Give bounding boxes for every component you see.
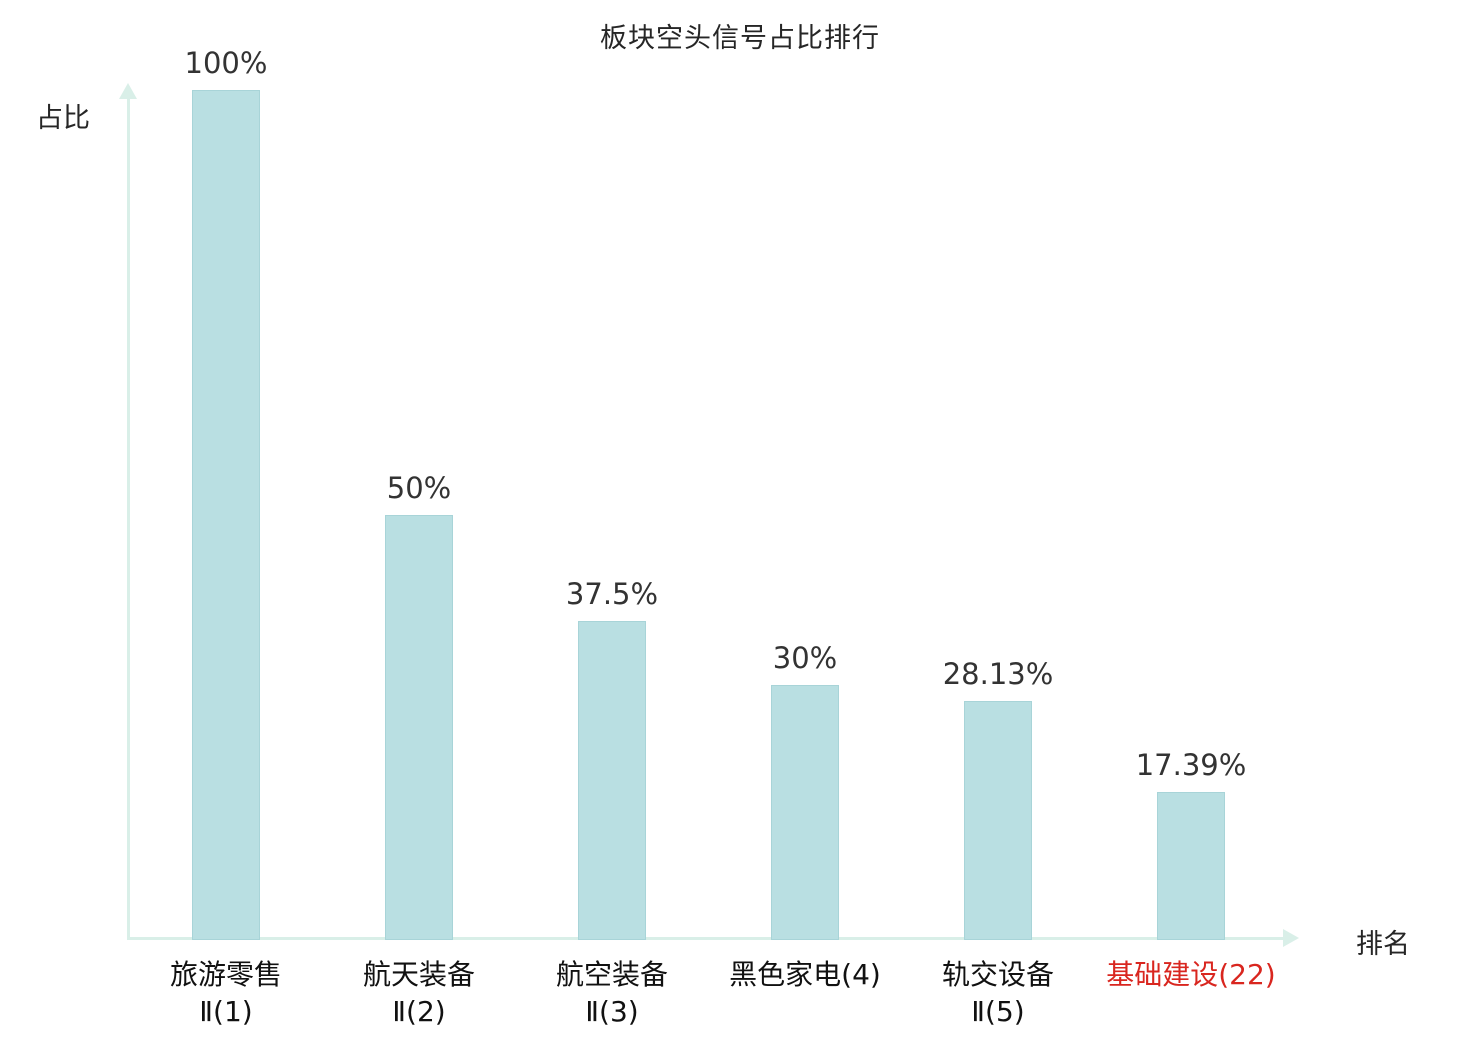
- bar-category-label: 轨交设备 Ⅱ(5): [941, 958, 1054, 1028]
- bar-category-label: 航天装备 Ⅱ(2): [362, 958, 475, 1028]
- bar-value-label: 50%: [386, 471, 452, 505]
- bar-value-label: 17.39%: [1135, 748, 1247, 782]
- bar-3: [578, 621, 646, 940]
- bar-value-label: 30%: [772, 641, 838, 675]
- bar-category-label: 旅游零售 Ⅱ(1): [169, 958, 282, 1028]
- bar-1: [192, 90, 260, 940]
- bar-value-label: 100%: [184, 46, 268, 80]
- chart-title: 板块空头信号占比排行: [600, 23, 880, 54]
- bar-value-label: 28.13%: [942, 657, 1054, 691]
- bar-category-label: 基础建设(22): [1106, 958, 1276, 991]
- bar-6: [1157, 792, 1225, 940]
- bar-4: [771, 685, 839, 940]
- y-axis-label: 占比: [36, 103, 90, 134]
- y-axis-line: [127, 98, 130, 940]
- bar-5: [964, 701, 1032, 940]
- plot-area: 100% 旅游零售 Ⅱ(1) 50% 航天装备 Ⅱ(2) 37.5% 航空装备 Ⅱ(3) 30% 黑…: [130, 46, 1300, 1028]
- x-axis-line: [127, 937, 1285, 940]
- bar-category-label: 黑色家电(4): [729, 958, 881, 991]
- x-axis-label: 排名: [1356, 929, 1410, 960]
- bar-value-label: 37.5%: [565, 577, 659, 611]
- y-axis-arrow-icon: [119, 83, 137, 99]
- bar-2: [385, 515, 453, 940]
- x-axis-arrow-icon: [1283, 929, 1299, 947]
- bar-category-label: 航空装备 Ⅱ(3): [555, 958, 668, 1028]
